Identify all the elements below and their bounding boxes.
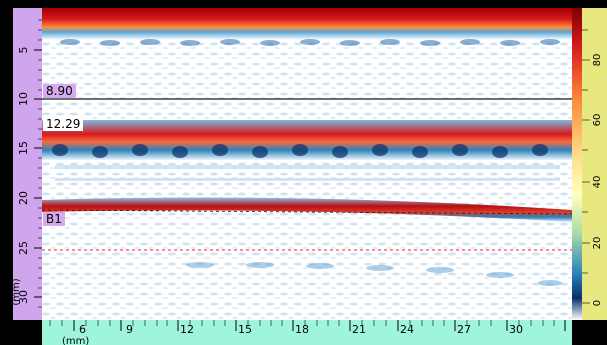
v-tick-20: 20 bbox=[17, 191, 30, 205]
color-scale: 80 60 40 20 0 bbox=[572, 8, 607, 320]
h-tick-18: 18 bbox=[295, 323, 309, 336]
h-axis-unit: (mm) bbox=[62, 336, 89, 345]
vertical-ruler: 5 10 15 20 25 30 (mm) bbox=[11, 8, 42, 320]
bscan-image[interactable] bbox=[41, 8, 573, 320]
h-tick-21: 21 bbox=[352, 323, 366, 336]
h-tick-24: 24 bbox=[400, 323, 414, 336]
h-tick-12: 12 bbox=[180, 323, 194, 336]
marker-label-12-29[interactable]: 12.29 bbox=[43, 117, 84, 131]
cbar-tick-60: 60 bbox=[592, 114, 603, 127]
middle-echo-band bbox=[42, 120, 572, 160]
cbar-tick-0: 0 bbox=[592, 300, 603, 306]
h-tick-30: 30 bbox=[509, 323, 523, 336]
cbar-tick-40: 40 bbox=[592, 176, 603, 189]
cbar-tick-80: 80 bbox=[592, 54, 603, 67]
h-tick-15: 15 bbox=[238, 323, 252, 336]
v-tick-15: 15 bbox=[17, 141, 30, 155]
marker-label-b1[interactable]: B1 bbox=[43, 212, 65, 226]
v-tick-5: 5 bbox=[17, 47, 30, 54]
horizontal-ruler: 6 9 12 15 18 21 24 27 30 (mm) bbox=[42, 320, 572, 345]
marker-label-8-90[interactable]: 8.90 bbox=[43, 84, 76, 98]
cbar-tick-20: 20 bbox=[592, 237, 603, 250]
color-scale-gradient bbox=[572, 8, 582, 320]
top-echo-band bbox=[42, 8, 572, 40]
v-tick-30: 30 bbox=[17, 290, 30, 304]
h-tick-6: 6 bbox=[79, 323, 86, 336]
h-tick-27: 27 bbox=[457, 323, 471, 336]
v-tick-25: 25 bbox=[17, 241, 30, 255]
v-axis-unit: (mm) bbox=[11, 278, 22, 305]
v-tick-10: 10 bbox=[17, 92, 30, 106]
h-tick-9: 9 bbox=[126, 323, 133, 336]
lower-echo-band bbox=[42, 197, 572, 222]
